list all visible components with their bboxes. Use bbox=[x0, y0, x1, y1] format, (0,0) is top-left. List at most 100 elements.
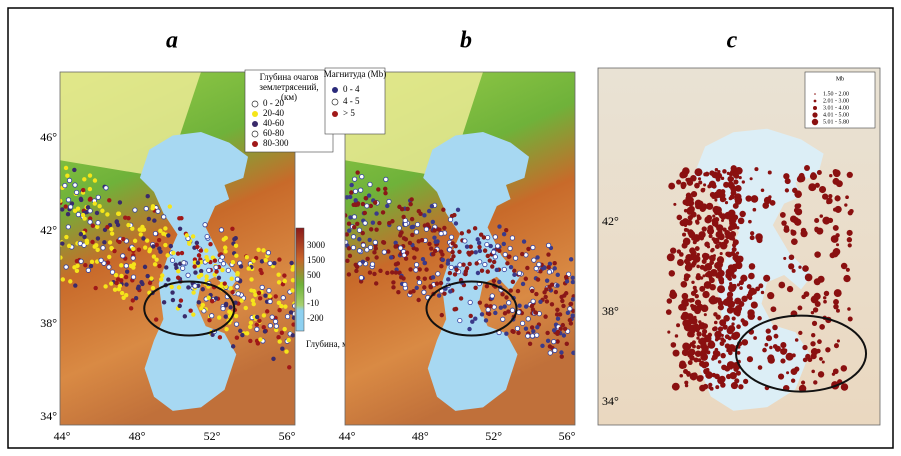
event-dot bbox=[783, 173, 789, 179]
event-dot bbox=[473, 317, 477, 321]
event-dot bbox=[459, 296, 463, 300]
event-dot bbox=[195, 241, 199, 245]
event-dot bbox=[219, 228, 223, 232]
event-dot bbox=[526, 317, 530, 321]
event-dot bbox=[694, 168, 702, 176]
event-dot bbox=[736, 324, 741, 329]
event-dot bbox=[228, 305, 232, 309]
event-dot bbox=[748, 296, 752, 300]
event-dot bbox=[734, 257, 739, 262]
event-dot bbox=[120, 291, 124, 295]
event-dot bbox=[524, 326, 528, 330]
event-dot bbox=[553, 348, 557, 352]
legend-marker bbox=[814, 100, 817, 103]
event-dot bbox=[157, 264, 161, 268]
event-dot bbox=[97, 204, 101, 208]
event-dot bbox=[761, 189, 765, 193]
event-dot bbox=[370, 262, 374, 266]
event-dot bbox=[560, 354, 564, 358]
event-dot bbox=[515, 326, 519, 330]
event-dot bbox=[485, 284, 489, 288]
event-dot bbox=[509, 288, 513, 292]
legend-item: 1.50 - 2.00 bbox=[823, 91, 849, 97]
event-dot bbox=[431, 220, 435, 224]
event-dot bbox=[688, 360, 693, 365]
event-dot bbox=[705, 371, 713, 379]
event-dot bbox=[185, 233, 189, 237]
event-dot bbox=[390, 270, 394, 274]
event-dot bbox=[698, 177, 701, 180]
event-dot bbox=[543, 295, 547, 299]
event-dot bbox=[477, 241, 481, 245]
event-dot bbox=[695, 299, 701, 305]
event-dot bbox=[433, 249, 437, 253]
event-dot bbox=[439, 264, 443, 268]
event-dot bbox=[532, 258, 536, 262]
event-dot bbox=[711, 248, 715, 252]
event-dot bbox=[834, 343, 839, 348]
event-dot bbox=[422, 213, 426, 217]
legend-item: 40-60 bbox=[263, 118, 284, 128]
event-dot bbox=[843, 275, 850, 282]
event-dot bbox=[412, 255, 416, 259]
event-dot bbox=[731, 165, 737, 171]
event-dot bbox=[847, 230, 853, 236]
event-dot bbox=[522, 239, 526, 243]
event-dot bbox=[719, 279, 724, 284]
event-dot bbox=[750, 235, 755, 240]
event-dot bbox=[735, 180, 738, 183]
event-dot bbox=[555, 308, 559, 312]
event-dot bbox=[484, 318, 488, 322]
event-dot bbox=[266, 251, 270, 255]
event-dot bbox=[186, 285, 190, 289]
event-dot bbox=[767, 292, 774, 299]
event-dot bbox=[781, 220, 786, 225]
event-dot bbox=[396, 290, 400, 294]
event-dot bbox=[220, 255, 224, 259]
event-dot bbox=[152, 218, 156, 222]
event-dot bbox=[824, 291, 829, 296]
event-dot bbox=[841, 365, 847, 371]
legend-marker bbox=[252, 141, 258, 147]
event-dot bbox=[359, 276, 363, 280]
event-dot bbox=[715, 244, 720, 249]
event-dot bbox=[257, 291, 261, 295]
event-dot bbox=[394, 270, 398, 274]
event-dot bbox=[205, 258, 209, 262]
event-dot bbox=[176, 251, 180, 255]
event-dot bbox=[547, 285, 551, 289]
event-dot bbox=[748, 290, 754, 296]
event-dot bbox=[469, 314, 473, 318]
event-dot bbox=[568, 307, 572, 311]
event-dot bbox=[708, 383, 712, 387]
event-dot bbox=[238, 329, 242, 333]
event-dot bbox=[180, 266, 184, 270]
event-dot bbox=[408, 202, 412, 206]
event-dot bbox=[383, 191, 387, 195]
event-dot bbox=[552, 339, 556, 343]
event-dot bbox=[391, 280, 395, 284]
event-dot bbox=[467, 252, 471, 256]
event-dot bbox=[558, 312, 562, 316]
event-dot bbox=[738, 384, 743, 389]
event-dot bbox=[725, 252, 730, 257]
event-dot bbox=[486, 269, 490, 273]
event-dot bbox=[795, 338, 799, 342]
event-dot bbox=[441, 258, 445, 262]
event-dot bbox=[847, 237, 852, 242]
event-dot bbox=[716, 177, 721, 182]
event-dot bbox=[545, 331, 549, 335]
event-dot bbox=[704, 335, 712, 343]
event-dot bbox=[348, 215, 352, 219]
event-dot bbox=[355, 170, 359, 174]
event-dot bbox=[355, 265, 359, 269]
event-dot bbox=[848, 317, 853, 322]
event-dot bbox=[463, 272, 467, 276]
event-dot bbox=[79, 259, 83, 263]
panels: a46°42°38°34°44°48°52°56°Глубина очаговз… bbox=[40, 28, 880, 443]
event-dot bbox=[133, 239, 137, 243]
event-dot bbox=[490, 264, 494, 268]
event-dot bbox=[357, 228, 361, 232]
event-dot bbox=[389, 255, 393, 259]
event-dot bbox=[710, 192, 716, 198]
